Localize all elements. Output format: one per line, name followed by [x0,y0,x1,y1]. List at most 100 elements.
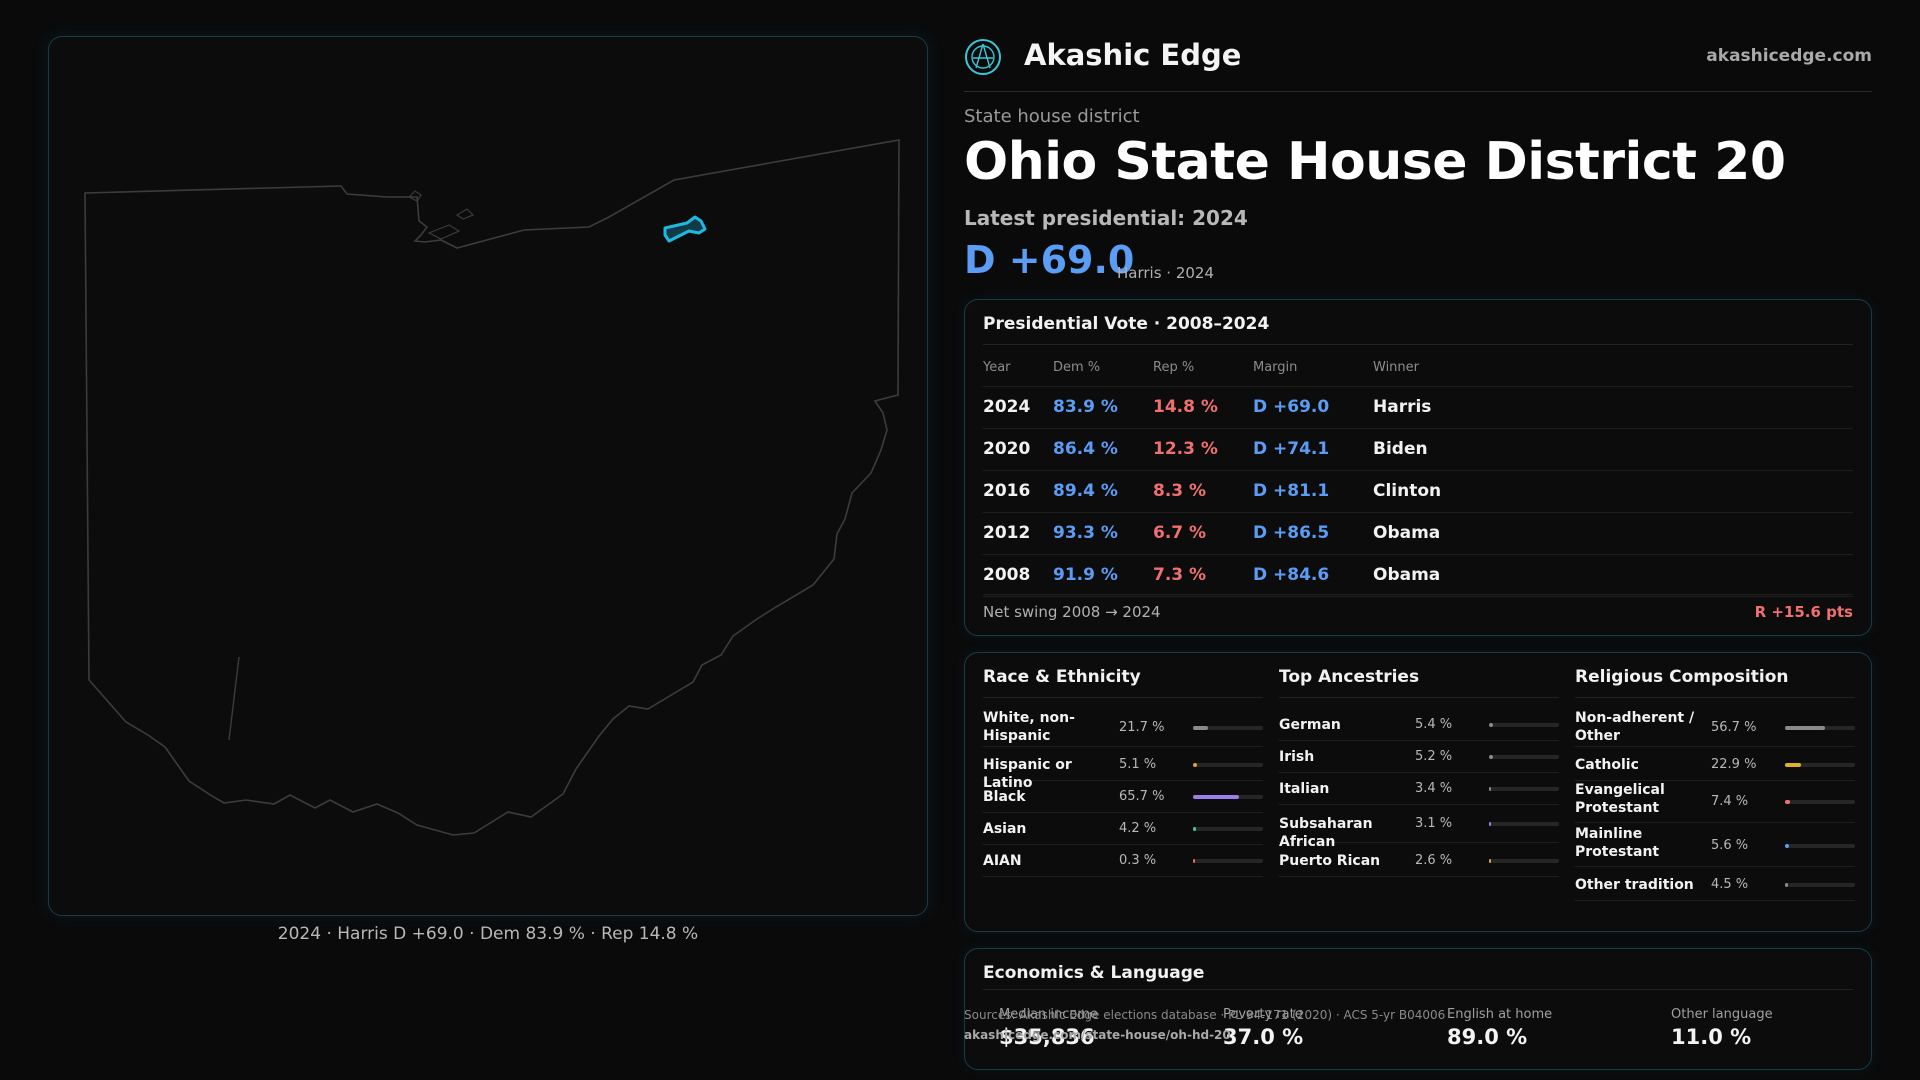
list-item[interactable]: White, non-Hispanic 21.7 % [983,709,1263,747]
list-item[interactable]: Mainline Protestant 5.6 % [1575,825,1855,867]
economics-card: Economics & Language Median income $35,8… [964,948,1872,1070]
cell-margin: D +86.5 [1253,512,1373,555]
ancestry-section-title: Top Ancestries [1279,667,1420,687]
item-label: Other tradition [1575,877,1694,893]
item-label: Puerto Rican [1279,853,1381,869]
item-label: Catholic [1575,757,1639,773]
item-label: Evangelical Protestant [1575,782,1665,816]
list-item[interactable]: Catholic 22.9 % [1575,749,1855,781]
app-header: Akashic Edge akashicedge.com [964,36,1872,92]
item-bar-fill [1785,800,1791,804]
table-row[interactable]: 2016 89.4 % 8.3 % D +81.1 Clinton [983,470,1853,513]
item-percent: 0.3 % [1119,853,1157,868]
item-bar-fill [1785,844,1789,848]
list-item[interactable]: Non-adherent / Other 56.7 % [1575,709,1855,747]
list-item[interactable]: Other tradition 4.5 % [1575,869,1855,901]
table-row[interactable]: 2008 91.9 % 7.3 % D +84.6 Obama [983,554,1853,597]
item-label: White, non-Hispanic [983,710,1075,744]
ohio-map-svg [84,139,900,836]
item-bar-track [1193,795,1263,799]
metric-english-at-home: English at home 89.0 % [1447,1007,1657,1059]
metric-label: Other language [1671,1007,1773,1022]
presidential-table: Year Dem % Rep % Margin Winner 2024 83.9… [983,350,1853,597]
item-percent: 5.2 % [1415,749,1453,764]
item-bar-track [1785,883,1855,887]
header-margin: Margin [1253,350,1373,387]
district-map[interactable] [48,36,928,916]
item-bar-fill [1489,787,1492,791]
cell-winner: Harris [1373,386,1853,429]
list-item[interactable]: Italian 3.4 % [1279,773,1559,805]
list-item[interactable]: Evangelical Protestant 7.4 % [1575,781,1855,823]
table-row[interactable]: 2024 83.9 % 14.8 % D +69.0 Harris [983,386,1853,429]
item-label: Subsaharan African [1279,816,1373,850]
latest-presidential-label: Latest presidential: 2024 [964,206,1248,230]
item-bar-fill [1193,827,1196,831]
table-row[interactable]: 2020 86.4 % 12.3 % D +74.1 Biden [983,428,1853,471]
list-item[interactable]: Subsaharan African 3.1 % [1279,805,1559,850]
metric-label: Poverty rate [1223,1007,1303,1022]
item-bar-fill [1489,822,1492,826]
divider [1575,697,1855,698]
net-swing-value: R +15.6 pts [1754,603,1853,621]
county-line [228,656,240,741]
item-bar-track [1785,800,1855,804]
list-item[interactable]: Puerto Rican 2.6 % [1279,845,1559,877]
item-percent: 22.9 % [1711,757,1757,772]
religion-section-title: Religious Composition [1575,667,1789,687]
metric-value: 11.0 % [1671,1025,1752,1049]
item-percent: 56.7 % [1711,720,1757,735]
item-label: Asian [983,821,1027,837]
cell-winner: Obama [1373,512,1853,555]
item-label: Non-adherent / Other [1575,710,1695,744]
metric-poverty-rate: Poverty rate 37.0 % [1223,1007,1433,1059]
cell-margin: D +69.0 [1253,386,1373,429]
item-bar-track [1489,787,1559,791]
item-label: German [1279,717,1341,733]
list-item[interactable]: Black 65.7 % [983,781,1263,813]
list-item[interactable]: Irish 5.2 % [1279,741,1559,773]
metric-median-income: Median income $35,836 [999,1007,1209,1059]
page-title: Ohio State House District 20 [964,132,1786,192]
item-bar-track [1193,827,1263,831]
item-bar-fill [1489,859,1491,863]
district-type-kicker: State house district [964,106,1140,127]
item-bar-track [1785,844,1855,848]
net-swing-label: Net swing 2008 → 2024 [983,603,1161,621]
item-percent: 4.2 % [1119,821,1157,836]
item-label: Mainline Protestant [1575,826,1660,860]
header-dem: Dem % [1053,350,1153,387]
list-item[interactable]: Asian 4.2 % [983,813,1263,845]
header-rep: Rep % [1153,350,1253,387]
table-row[interactable]: 2012 93.3 % 6.7 % D +86.5 Obama [983,512,1853,555]
divider [983,344,1853,345]
metric-value: 37.0 % [1223,1025,1304,1049]
item-bar-fill [1193,795,1239,799]
item-percent: 4.5 % [1711,877,1749,892]
metric-other-language: Other language 11.0 % [1671,1007,1881,1059]
cell-year: 2016 [983,470,1053,513]
akashic-logo-icon[interactable] [964,38,1002,76]
presidential-vote-card: Presidential Vote · 2008–2024 Year Dem %… [964,299,1872,636]
item-label: AIAN [983,853,1022,869]
cell-year: 2024 [983,386,1053,429]
district-20-highlight[interactable] [663,215,707,243]
sources-footer: Sources: Akashic Edge elections database… [964,1005,1445,1045]
header-winner: Winner [1373,350,1853,387]
item-bar-track [1785,763,1855,767]
net-swing-row: Net swing 2008 → 2024 R +15.6 pts [983,594,1853,624]
site-link[interactable]: akashicedge.com [1706,46,1872,66]
list-item[interactable]: Hispanic or Latino 5.1 % [983,749,1263,791]
headline-margin: D +69.0 [964,238,1135,282]
metric-label: Median income [999,1007,1099,1022]
item-bar-track [1489,822,1559,826]
item-label: Irish [1279,749,1315,765]
cell-year: 2012 [983,512,1053,555]
list-item[interactable]: AIAN 0.3 % [983,845,1263,877]
demographics-card: Race & Ethnicity White, non-Hispanic 21.7… [964,652,1872,932]
divider [983,989,1853,990]
list-item[interactable]: German 5.4 % [1279,709,1559,741]
source-url-link[interactable]: akashicedge.com/state-house/oh-hd-20 [964,1028,1231,1042]
item-percent: 21.7 % [1119,720,1165,735]
item-bar-fill [1785,883,1789,887]
